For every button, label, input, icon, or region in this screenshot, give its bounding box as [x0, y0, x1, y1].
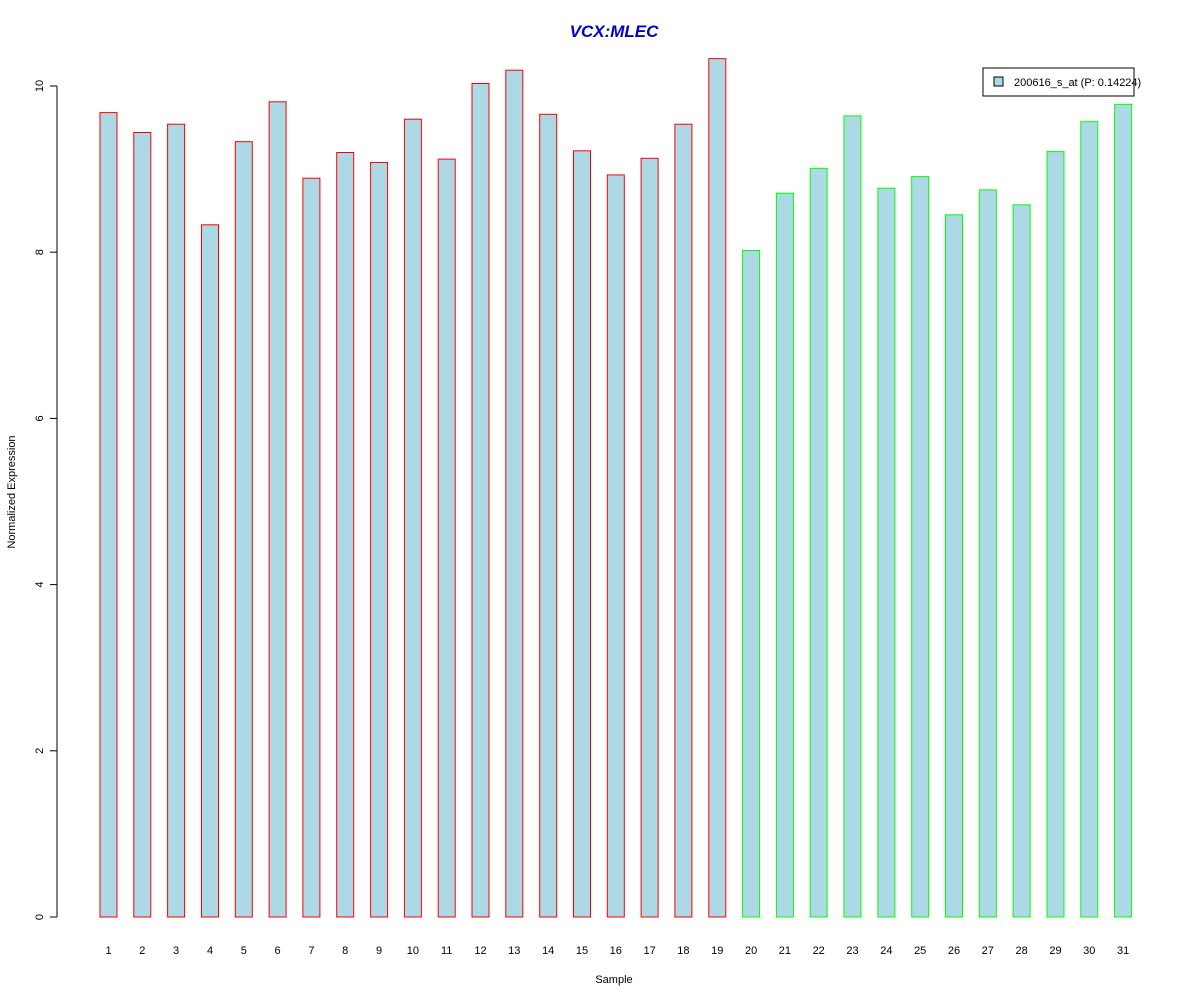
x-tick-label: 8 [342, 945, 348, 957]
bar-sample-21 [775, 192, 794, 918]
bar-sample-26 [945, 214, 963, 918]
x-tick-label: 1 [105, 945, 111, 957]
x-tick-label: 5 [241, 945, 247, 957]
x-axis-label: Sample [595, 974, 632, 986]
x-tick-label: 7 [308, 945, 314, 957]
x-tick-label: 18 [677, 945, 689, 957]
x-tick-label: 20 [745, 945, 757, 957]
x-tick-label: 13 [508, 945, 520, 957]
bar-sample-27 [978, 189, 997, 918]
bar-sample-2 [133, 132, 152, 918]
y-tick-label: 10 [34, 80, 46, 92]
x-tick-label: 15 [576, 945, 588, 957]
legend-swatch [993, 76, 1004, 87]
x-tick-label: 25 [914, 945, 926, 957]
bar-sample-23 [843, 115, 862, 918]
legend-label: 200616_s_at (P: 0.14224) [1014, 77, 1141, 89]
x-tick-label: 23 [846, 945, 858, 957]
x-tick-label: 9 [376, 945, 382, 957]
x-tick-label: 12 [474, 945, 486, 957]
x-tick-label: 17 [643, 945, 655, 957]
x-tick-label: 16 [610, 945, 622, 957]
y-tick-label: 8 [34, 249, 46, 255]
bar-sample-29 [1046, 151, 1065, 918]
bar-sample-19 [708, 58, 727, 918]
y-axis-label: Normalized Expression [6, 435, 18, 548]
x-tick-label: 28 [1015, 945, 1027, 957]
x-tick-labels: 1 2 3 4 5 6 7 8 9 10 11 12 13 14 15 16 17 18 19 20 21 22 23 24 2… [105, 945, 1129, 957]
bar-sample-10 [403, 118, 422, 918]
bar-sample-11 [437, 158, 456, 918]
bar-sample-7 [302, 177, 321, 918]
legend-box [982, 67, 1135, 97]
x-tick-label: 4 [207, 945, 213, 957]
bar-sample-13 [505, 69, 524, 918]
bar-sample-15 [573, 150, 591, 918]
y-tick-label: 0 [34, 914, 46, 920]
x-tick-label: 6 [275, 945, 281, 957]
x-tick-label: 29 [1049, 945, 1061, 957]
bar-sample-8 [336, 152, 355, 918]
bar-sample-12 [471, 83, 490, 918]
bar-sample-31 [1114, 103, 1133, 918]
bar-sample-14 [539, 113, 558, 918]
bar-sample-25 [911, 176, 930, 918]
bar-sample-5 [234, 141, 253, 918]
bar-sample-6 [268, 101, 287, 918]
x-tick-label: 3 [173, 945, 179, 957]
y-tick-label: 2 [34, 748, 46, 754]
y-axis: 0 2 4 6 8 10 [34, 80, 58, 920]
x-tick-label: 26 [948, 945, 960, 957]
bar-sample-28 [1012, 204, 1031, 918]
legend: 200616_s_at (P: 0.14224) [982, 67, 1141, 97]
x-tick-label: 24 [880, 945, 892, 957]
x-tick-label: 21 [779, 945, 791, 957]
bar-sample-3 [167, 123, 186, 918]
bar-sample-1 [99, 112, 118, 918]
chart-title: VCX:MLEC [570, 22, 660, 41]
bar-sample-30 [1080, 121, 1099, 918]
x-tick-label: 19 [711, 945, 723, 957]
bar-sample-24 [877, 187, 896, 918]
x-tick-label: 27 [982, 945, 994, 957]
x-tick-label: 14 [542, 945, 554, 957]
bar-sample-17 [640, 157, 659, 918]
bars-group [99, 58, 1133, 918]
bar-sample-16 [606, 174, 625, 918]
x-tick-label: 10 [407, 945, 419, 957]
x-tick-label: 2 [139, 945, 145, 957]
bar-sample-4 [201, 224, 219, 918]
y-tick-label: 4 [34, 582, 46, 588]
x-tick-label: 30 [1083, 945, 1095, 957]
bar-sample-9 [370, 162, 389, 918]
y-tick-label: 6 [34, 415, 46, 421]
x-tick-label: 11 [441, 945, 452, 957]
x-tick-label: 22 [813, 945, 825, 957]
bar-sample-22 [809, 167, 828, 918]
x-tick-label: 31 [1117, 945, 1129, 957]
bar-sample-18 [674, 123, 693, 918]
bar-sample-20 [742, 250, 761, 918]
